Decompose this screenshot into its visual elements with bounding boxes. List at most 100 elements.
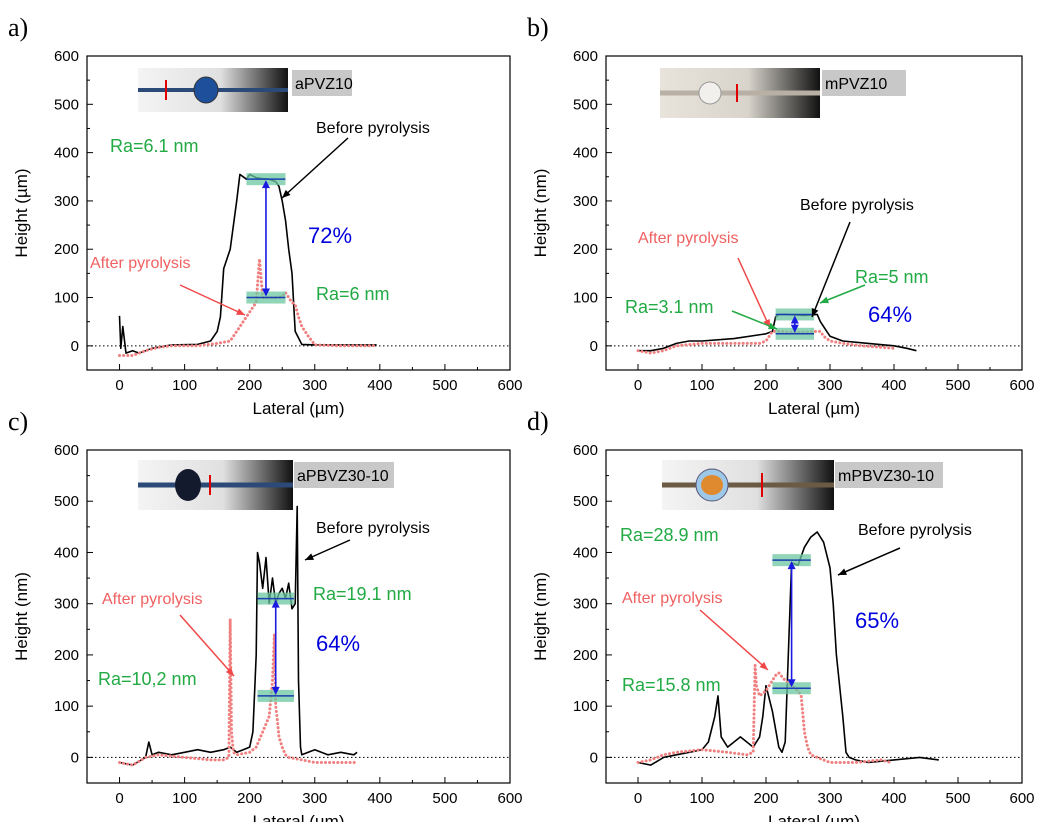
y-tick-label: 100 [54,290,79,307]
x-tick-label: 500 [432,377,457,394]
y-tick-label: 300 [54,596,79,613]
roughness-label: Ra=28.9 nm [620,525,719,545]
roughness-label: Ra=15.8 nm [622,675,721,695]
shrinkage-percent: 72% [308,223,352,248]
arrow-head [787,561,796,570]
plot-frame [605,449,1023,784]
inset-photo [138,460,293,510]
x-axis-title: Lateral (µm) [768,399,860,418]
y-axis-title: Height (nm) [531,169,550,258]
arrow-head [261,288,270,297]
label-before-pyrolysis: Before pyrolysis [316,520,430,537]
pointer-arrow [811,221,851,318]
inset-label-box [292,70,352,96]
x-tick-label: 500 [945,790,970,807]
y-tick-label: 100 [54,698,79,715]
x-tick-label: 200 [237,377,262,394]
x-tick-label: 100 [172,790,197,807]
y-tick-label: 400 [54,145,79,162]
pointer-arrow [179,284,246,316]
inset-label: mPVZ10 [825,76,887,93]
pointer-arrow-head [768,322,777,330]
arrow-head [787,679,796,688]
y-tick-label: 0 [71,749,79,766]
x-tick-label: 300 [302,377,327,394]
y-tick-label: 100 [573,290,598,307]
panel-a: a) aPVZ10 Ra=6.1 nm Ra=6 nm Before pyrolysis… [8,13,523,418]
pointer-arrow-head [820,296,829,304]
panel-letter: c) [8,407,28,436]
plot-frame [86,55,511,371]
pointer-arrow-head [225,667,234,676]
roughness-label: Ra=6.1 nm [110,136,199,156]
x-tick-label: 100 [689,790,714,807]
roughness-label: Ra=6 nm [316,284,390,304]
droplet [193,76,219,104]
y-tick-label: 200 [573,241,598,258]
inset-photo [662,460,834,510]
x-tick-label: 0 [634,790,642,807]
x-tick-label: 400 [367,790,392,807]
y-tick-label: 600 [573,48,598,65]
pointer-arrow-head [236,308,245,315]
inset-photo [660,68,820,118]
roughness-label: Ra=19.1 nm [313,584,412,604]
y-tick-label: 400 [573,145,598,162]
roughness-label: Ra=3.1 nm [625,297,714,317]
x-tick-label: 400 [367,377,392,394]
x-tick-label: 600 [1009,377,1034,394]
x-tick-label: 0 [115,377,123,394]
pointer-arrow-head [305,553,314,560]
y-tick-label: 400 [573,544,598,561]
y-axis-title: Height (nm) [12,572,31,661]
inset-photo [138,68,288,112]
arrow-head [271,686,280,695]
pointer-arrow [699,609,769,671]
label-after-pyrolysis: After pyrolysis [102,591,202,608]
inset-label: mPBVZ30-10 [838,468,934,485]
y-tick-label: 0 [590,749,598,766]
y-tick-label: 500 [573,96,598,113]
label-before-pyrolysis: Before pyrolysis [858,522,972,539]
label-before-pyrolysis: Before pyrolysis [800,197,914,214]
y-tick-label: 300 [573,193,598,210]
x-tick-label: 500 [432,790,457,807]
y-axis-title: Height (nm) [531,572,550,661]
label-before-pyrolysis: Before pyrolysis [316,120,430,137]
x-tick-label: 200 [753,790,778,807]
droplet [175,469,201,501]
y-tick-label: 400 [54,544,79,561]
x-axis-title: Lateral (µm) [768,812,860,822]
plot-frame [86,449,511,784]
series-before-pyrolysis [637,531,939,766]
series-after-pyrolysis [636,663,893,764]
arrow-head [790,324,799,333]
shrinkage-percent: 64% [316,631,360,656]
inset-label: aPVZ10 [295,76,353,93]
x-tick-label: 400 [881,377,906,394]
inset-label-box [835,462,943,488]
y-tick-label: 600 [54,48,79,65]
y-tick-label: 600 [573,442,598,459]
panel-b: b) mPVZ10 Ra=5 nm Ra=3.1 nm Before pyrolysis… [527,13,1035,418]
y-tick-label: 300 [573,596,598,613]
label-after-pyrolysis: After pyrolysis [638,230,738,247]
pointer-arrow-head [282,189,291,198]
x-tick-label: 400 [881,790,906,807]
x-tick-label: 0 [115,790,123,807]
x-tick-label: 200 [237,790,262,807]
pointer-arrow-head [811,308,819,317]
panel-d: d) mPBVZ30-10 Ra=28.9 nm Ra=15.8 nm Before p… [527,407,1035,822]
inset-label: aPBVZ30-10 [297,468,389,485]
label-after-pyrolysis: After pyrolysis [90,255,190,272]
x-tick-label: 600 [497,790,522,807]
pointer-arrow [737,257,771,329]
pointer-arrow-head [759,661,768,670]
x-tick-label: 200 [753,377,778,394]
pointer-arrow-head [838,568,847,575]
x-tick-label: 300 [817,790,842,807]
shrinkage-percent: 65% [855,608,899,633]
x-tick-label: 600 [497,377,522,394]
arrow-head [271,599,280,608]
droplet-core [701,475,723,495]
